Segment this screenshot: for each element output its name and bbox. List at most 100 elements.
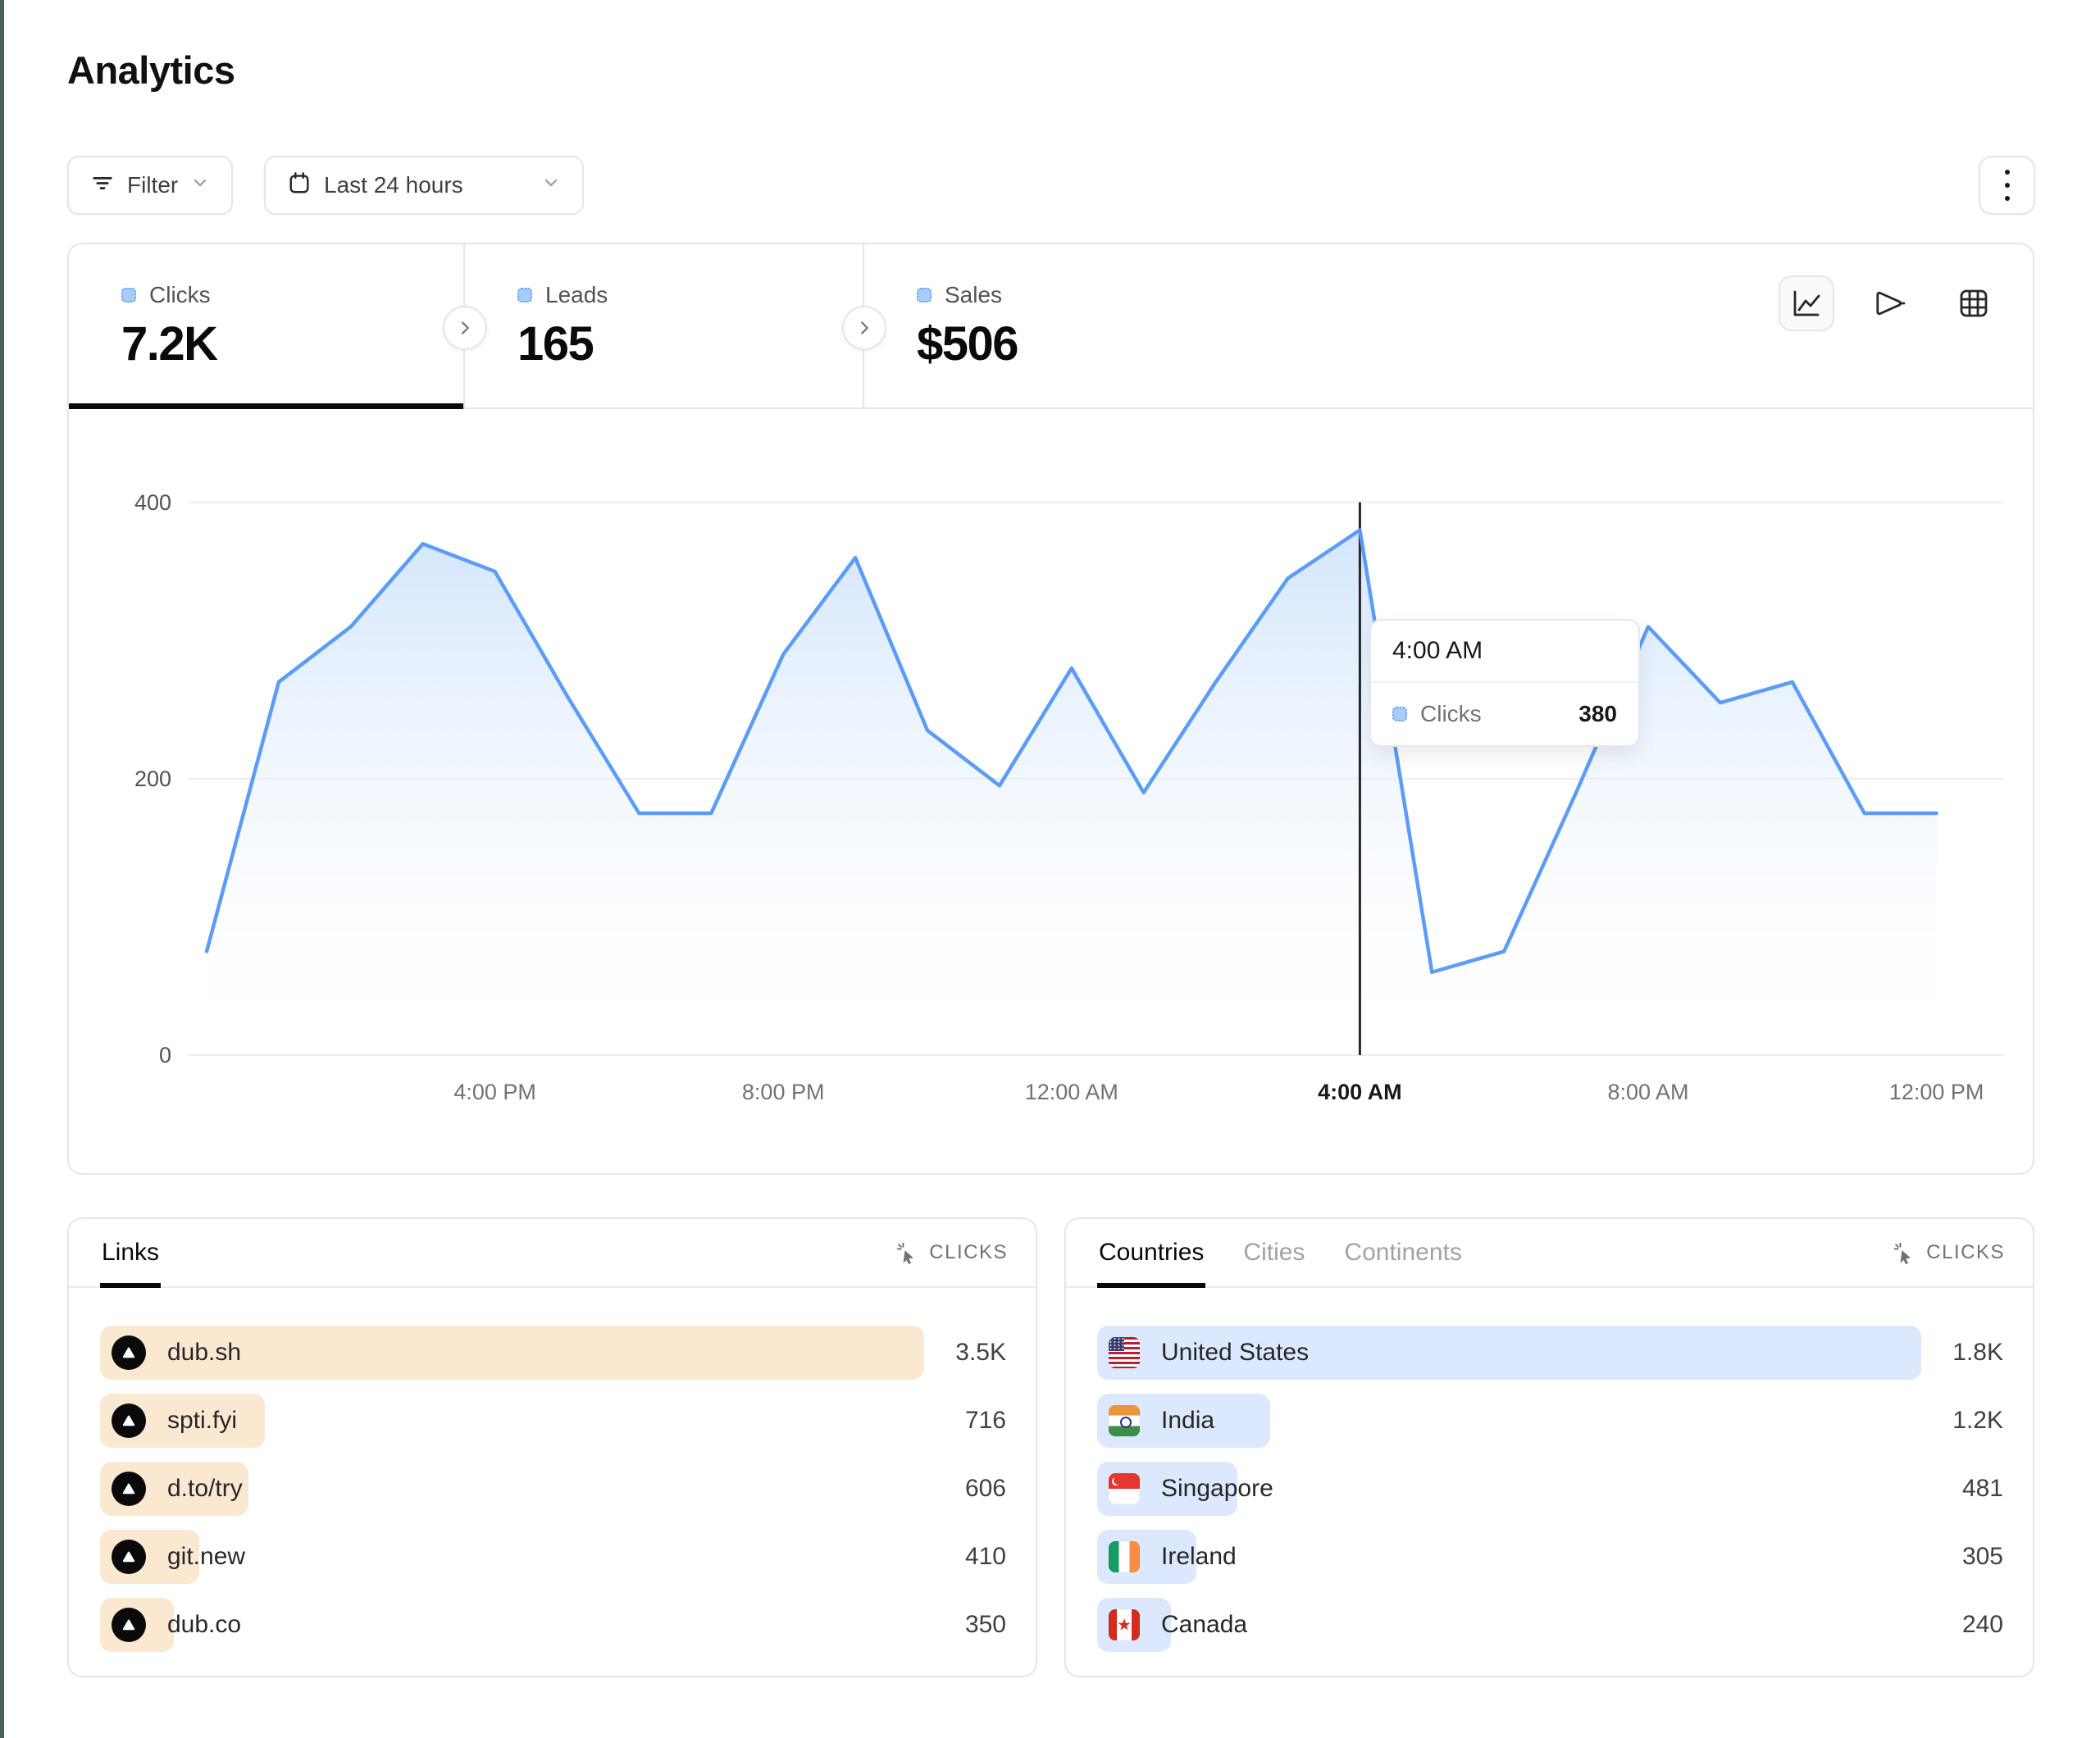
country-label: Ireland [1161,1543,1237,1570]
view-toggle-line-chart[interactable] [1779,275,1834,331]
view-toggle-funnel-chart[interactable] [1862,275,1918,331]
link-bar-track: d.to/try [100,1462,924,1516]
stat-value-clicks: 7.2K [121,317,218,371]
clicks-area-chart[interactable]: 0 200 400 4:00 PM 8:00 PM 12:00 AM 4:00 AM 8:00… [69,411,2033,1175]
link-row[interactable]: d.to/try 606 [100,1462,1006,1516]
svg-text:4:00 PM: 4:00 PM [453,1080,536,1104]
tab-links[interactable]: Links [100,1219,162,1288]
countries-metric-header[interactable]: CLICKS [1892,1219,2005,1286]
stat-tab-clicks[interactable]: Clicks 7.2K [69,244,465,409]
links-panel: Links CLICKS dub.sh 3.5K spti.fyi 716 d.to/t… [67,1217,1037,1677]
country-clicks-value: 305 [1961,1543,2003,1570]
dub-favicon-icon [112,1608,146,1642]
table-grid-icon [1960,289,1988,317]
stat-label: Leads [545,282,608,307]
kebab-menu-icon [2004,170,2010,175]
link-clicks-value: 410 [964,1543,1006,1570]
stat-tab-leads[interactable]: Leads 165 [465,244,864,407]
date-range-button[interactable]: Last 24 hours [264,156,584,215]
line-chart-icon [1793,290,1820,316]
country-label: Canada [1161,1611,1248,1638]
country-label: United States [1161,1339,1310,1366]
chevron-down-icon [541,172,561,198]
stat-value-leads: 165 [517,317,594,371]
funnel-chart-icon [1876,291,1906,316]
dub-favicon-icon [112,1335,146,1370]
area-chart-canvas[interactable]: 0 200 400 4:00 PM 8:00 PM 12:00 AM 4:00 AM 8:00… [69,411,2033,1175]
chevron-down-icon [190,172,210,198]
country-clicks-value: 240 [1961,1611,2003,1638]
tooltip-clicks-swatch [1392,707,1407,721]
tab-countries[interactable]: Countries [1097,1219,1206,1288]
country-bar-track: United States [1097,1326,1921,1380]
dub-favicon-icon [112,1404,146,1438]
cursor-click-icon [897,1242,914,1265]
sg-flag-icon [1109,1473,1140,1504]
link-clicks-value: 716 [964,1407,1006,1434]
filter-icon [90,171,115,201]
svg-text:8:00 PM: 8:00 PM [742,1080,825,1104]
country-bar-track: Canada [1097,1598,1921,1652]
stat-label: Clicks [149,282,211,307]
link-label: spti.fyi [167,1407,238,1434]
chevron-right-icon [861,321,868,334]
svg-text:12:00 AM: 12:00 AM [1025,1080,1118,1104]
link-row[interactable]: dub.co 350 [100,1598,1006,1652]
svg-text:200: 200 [134,767,171,791]
stat-label: Sales [945,282,1003,307]
country-bar [1097,1326,1921,1380]
country-label: India [1161,1407,1215,1434]
chevron-right-icon [462,321,469,334]
filter-button-label: Filter [127,172,179,198]
link-row[interactable]: spti.fyi 716 [100,1394,1006,1448]
tooltip-series-label: Clicks [1420,701,1482,726]
link-clicks-value: 350 [964,1611,1006,1638]
svg-text:0: 0 [159,1043,171,1067]
ca-flag-icon [1109,1609,1140,1640]
country-row[interactable]: India 1.2K [1097,1394,2003,1448]
in-flag-icon [1109,1405,1140,1436]
links-metric-label: CLICKS [929,1241,1008,1263]
view-toggle-table-grid[interactable] [1946,275,2002,331]
tab-continents[interactable]: Continents [1344,1239,1462,1266]
clicks-legend-swatch [121,288,136,303]
country-row[interactable]: Ireland 305 [1097,1530,2003,1584]
stat-value-sales: $506 [917,317,1019,371]
country-bar-track: India [1097,1394,1921,1448]
more-menu-button[interactable] [1979,156,2035,215]
countries-panel-header: Countries Cities Continents CLICKS [1066,1219,2033,1288]
chart-tooltip: 4:00 AM Clicks 380 [1369,619,1640,747]
cursor-click-icon [1894,1242,1911,1265]
dub-favicon-icon [112,1540,146,1574]
link-row[interactable]: dub.sh 3.5K [100,1326,1006,1380]
country-clicks-value: 1.2K [1952,1407,2003,1434]
countries-metric-label: CLICKS [1926,1241,2005,1263]
tooltip-time: 4:00 AM [1371,621,1638,683]
link-row[interactable]: git.new 410 [100,1530,1006,1584]
link-label: d.to/try [167,1475,243,1502]
stat-tab-sales[interactable]: Sales $506 [864,244,2033,407]
country-row[interactable]: Canada 240 [1097,1598,2003,1652]
link-bar-track: dub.sh [100,1326,924,1380]
links-panel-header: Links CLICKS [69,1219,1036,1288]
chart-view-toggles [1779,275,2002,331]
link-bar [100,1326,924,1380]
expand-leads-button[interactable] [443,306,487,350]
filter-button[interactable]: Filter [67,156,234,215]
leads-legend-swatch [517,288,532,303]
link-bar-track: dub.co [100,1598,924,1652]
link-label: dub.sh [167,1339,242,1366]
link-label: git.new [167,1543,246,1570]
tab-cities[interactable]: Cities [1243,1239,1305,1266]
links-metric-header[interactable]: CLICKS [895,1219,1008,1286]
link-label: dub.co [167,1611,242,1638]
country-bar-track: Ireland [1097,1530,1921,1584]
page-title: Analytics [67,48,235,92]
analytics-chart-card: Clicks 7.2K Leads 165 Sales $506 [67,243,2034,1175]
country-row[interactable]: United States 1.8K [1097,1326,2003,1380]
us-flag-icon [1109,1337,1140,1368]
link-clicks-value: 3.5K [955,1339,1006,1366]
ie-flag-icon [1109,1541,1140,1572]
expand-sales-button[interactable] [842,306,886,350]
country-row[interactable]: Singapore 481 [1097,1462,2003,1516]
